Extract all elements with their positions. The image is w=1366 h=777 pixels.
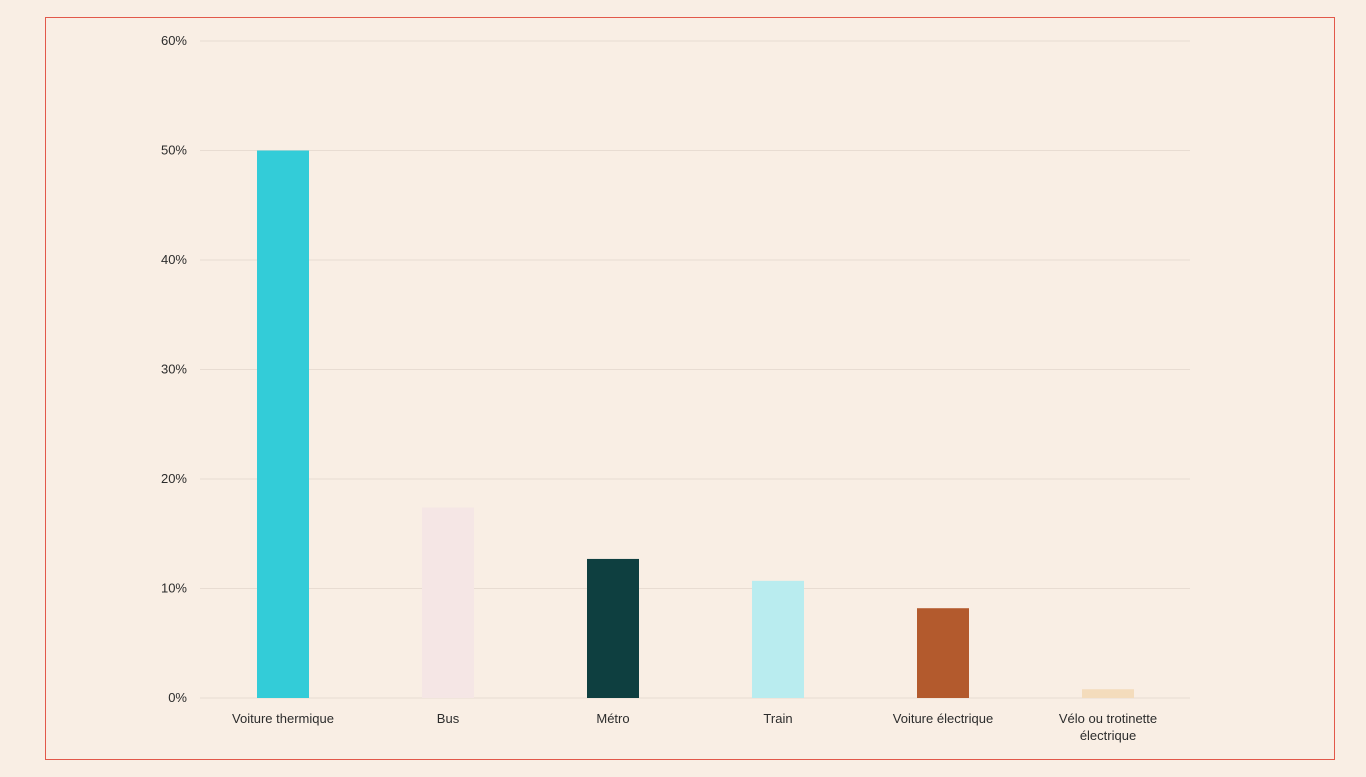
bar-0	[257, 150, 309, 698]
x-tick-label: Train	[763, 711, 792, 726]
x-tick-label: Vélo ou trotinette électrique	[1059, 711, 1157, 743]
bars	[257, 150, 1134, 698]
y-tick-label: 0%	[168, 690, 187, 705]
bar-4	[917, 608, 969, 698]
bar-3	[752, 580, 804, 698]
x-tick-label: Voiture thermique	[232, 711, 334, 726]
y-tick-label: 60%	[161, 33, 187, 48]
y-axis-ticks: 0% 10% 20% 30% 40% 50% 60%	[161, 33, 187, 705]
x-tick-label: Bus	[437, 711, 460, 726]
bar-1	[422, 507, 474, 698]
bar-5	[1082, 689, 1134, 698]
x-tick-label: Voiture électrique	[893, 711, 993, 726]
y-tick-label: 10%	[161, 581, 187, 596]
y-tick-label: 40%	[161, 252, 187, 267]
gridlines	[200, 40, 1190, 699]
bar-2	[587, 558, 639, 698]
x-axis-ticks: Voiture thermique Bus Métro Train Voiture él…	[232, 711, 1157, 743]
x-tick-label: Métro	[596, 711, 629, 726]
chart-frame	[45, 17, 1335, 760]
y-tick-label: 20%	[161, 471, 187, 486]
y-tick-label: 50%	[161, 143, 187, 158]
y-tick-label: 30%	[161, 362, 187, 377]
